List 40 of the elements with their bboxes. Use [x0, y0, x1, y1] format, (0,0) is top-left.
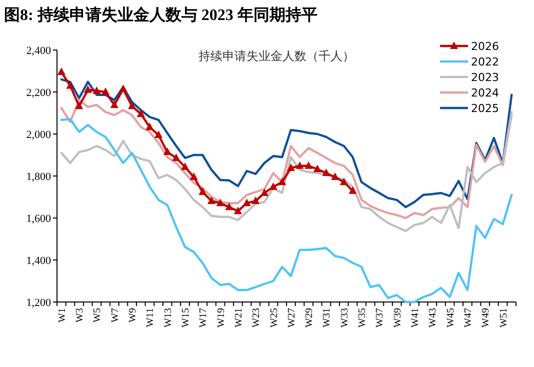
x-tick-label: W7: [110, 308, 121, 322]
x-tick-label: W3: [74, 308, 86, 322]
x-tick-label: W15: [180, 308, 192, 328]
x-tick-label: W17: [198, 308, 210, 328]
x-tick-label: W41: [410, 308, 421, 328]
x-tick-label: W45: [445, 308, 456, 328]
x-tick-label: W35: [357, 308, 368, 328]
x-tick-label: W5: [92, 308, 104, 322]
x-tick-label: W37: [374, 308, 386, 328]
x-tick-label: W47: [462, 308, 474, 328]
title: 图8: 持续申请失业金人数与 2023 年同期持平: [4, 7, 318, 24]
x-tick-label: W39: [392, 308, 404, 328]
legend-label: 2024: [471, 86, 499, 100]
chart-subtitle: 持续申请失业金人数（千人）: [198, 49, 354, 63]
x-tick-label: W49: [480, 308, 492, 328]
legend-label: 2023: [471, 71, 499, 84]
y-tick-label: 2,200: [26, 87, 52, 99]
x-tick-label: W43: [428, 308, 439, 328]
x-tick-label: W21: [233, 308, 244, 328]
legend-label: 2022: [471, 56, 499, 68]
y-tick-label: 1,600: [26, 213, 52, 225]
y-tick-label: 1,200: [26, 297, 52, 309]
x-tick-label: W31: [322, 308, 333, 328]
y-tick-label: 1,800: [26, 171, 52, 183]
x-tick-label: W9: [128, 308, 139, 322]
y-tick-label: 1,400: [26, 255, 52, 267]
x-tick-label: W29: [304, 308, 316, 328]
x-tick-label: W23: [251, 308, 262, 328]
x-tick-label: W19: [216, 308, 227, 328]
legend-label: 2026: [471, 40, 499, 53]
y-tick-label: 2,400: [26, 45, 52, 57]
legend-label: 2025: [471, 102, 499, 115]
x-tick-label: W33: [339, 308, 350, 328]
x-tick-label: W27: [286, 308, 298, 328]
x-tick-label: W25: [268, 308, 280, 328]
x-tick-label: W11: [145, 308, 156, 328]
x-tick-label: W13: [162, 308, 174, 328]
y-tick-label: 2,000: [26, 129, 52, 141]
x-tick-label: W51: [498, 308, 510, 328]
x-tick-label: W1: [56, 308, 68, 322]
